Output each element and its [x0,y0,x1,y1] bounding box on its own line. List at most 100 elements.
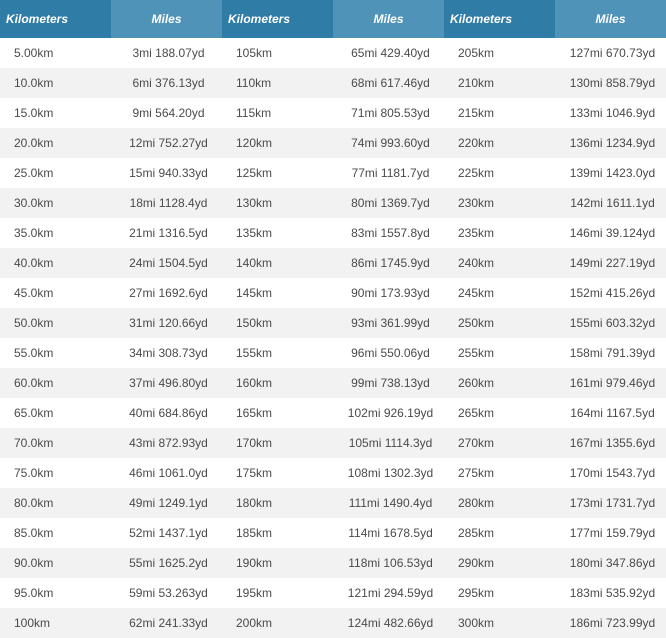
table-row: 210km130mi 858.79yd [444,68,666,98]
header-miles: Miles [111,0,222,38]
table-group: Kilometers Miles 105km65mi 429.40yd 110k… [222,0,444,638]
table-row: 265km164mi 1167.5yd [444,398,666,428]
cell-km: 295km [444,586,559,600]
table-row: 225km139mi 1423.0yd [444,158,666,188]
cell-km: 65.0km [0,406,115,420]
cell-mi: 127mi 670.73yd [559,46,666,60]
cell-km: 15.0km [0,106,115,120]
table-row: 215km133mi 1046.9yd [444,98,666,128]
cell-mi: 180mi 347.86yd [559,556,666,570]
cell-km: 60.0km [0,376,115,390]
cell-km: 280km [444,496,559,510]
cell-mi: 155mi 603.32yd [559,316,666,330]
cell-km: 255km [444,346,559,360]
cell-mi: 77mi 1181.7yd [337,166,444,180]
cell-mi: 86mi 1745.9yd [337,256,444,270]
cell-mi: 142mi 1611.1yd [559,196,666,210]
table-row: 275km170mi 1543.7yd [444,458,666,488]
cell-km: 120km [222,136,337,150]
cell-mi: 24mi 1504.5yd [115,256,222,270]
cell-km: 115km [222,106,337,120]
table-row: 185km114mi 1678.5yd [222,518,444,548]
cell-km: 185km [222,526,337,540]
table-row: 255km158mi 791.39yd [444,338,666,368]
cell-mi: 158mi 791.39yd [559,346,666,360]
cell-km: 260km [444,376,559,390]
cell-km: 250km [444,316,559,330]
table-row: 300km186mi 723.99yd [444,608,666,638]
cell-mi: 167mi 1355.6yd [559,436,666,450]
cell-mi: 52mi 1437.1yd [115,526,222,540]
cell-km: 300km [444,616,559,630]
cell-km: 290km [444,556,559,570]
table-row: 20.0km12mi 752.27yd [0,128,222,158]
cell-km: 220km [444,136,559,150]
cell-mi: 152mi 415.26yd [559,286,666,300]
table-row: 290km180mi 347.86yd [444,548,666,578]
table-row: 55.0km34mi 308.73yd [0,338,222,368]
table-row: 95.0km59mi 53.263yd [0,578,222,608]
cell-km: 40.0km [0,256,115,270]
cell-km: 150km [222,316,337,330]
table-row: 10.0km6mi 376.13yd [0,68,222,98]
table-row: 85.0km52mi 1437.1yd [0,518,222,548]
cell-mi: 6mi 376.13yd [115,76,222,90]
cell-km: 175km [222,466,337,480]
header-kilometers: Kilometers [0,0,111,38]
cell-mi: 9mi 564.20yd [115,106,222,120]
cell-mi: 99mi 738.13yd [337,376,444,390]
cell-km: 50.0km [0,316,115,330]
cell-mi: 80mi 1369.7yd [337,196,444,210]
table-row: 195km121mi 294.59yd [222,578,444,608]
cell-km: 5.00km [0,46,115,60]
table-row: 140km86mi 1745.9yd [222,248,444,278]
cell-mi: 65mi 429.40yd [337,46,444,60]
cell-km: 125km [222,166,337,180]
cell-km: 155km [222,346,337,360]
table-row: 75.0km46mi 1061.0yd [0,458,222,488]
table-row: 205km127mi 670.73yd [444,38,666,68]
cell-mi: 37mi 496.80yd [115,376,222,390]
table-row: 125km77mi 1181.7yd [222,158,444,188]
cell-km: 145km [222,286,337,300]
cell-km: 75.0km [0,466,115,480]
table-row: 165km102mi 926.19yd [222,398,444,428]
cell-mi: 90mi 173.93yd [337,286,444,300]
cell-km: 170km [222,436,337,450]
cell-km: 10.0km [0,76,115,90]
cell-km: 215km [444,106,559,120]
table-row: 170km105mi 1114.3yd [222,428,444,458]
cell-km: 30.0km [0,196,115,210]
cell-km: 230km [444,196,559,210]
cell-mi: 27mi 1692.6yd [115,286,222,300]
cell-mi: 173mi 1731.7yd [559,496,666,510]
header-kilometers: Kilometers [222,0,333,38]
cell-km: 245km [444,286,559,300]
cell-mi: 183mi 535.92yd [559,586,666,600]
cell-km: 35.0km [0,226,115,240]
table-row: 70.0km43mi 872.93yd [0,428,222,458]
table-row: 100km62mi 241.33yd [0,608,222,638]
cell-mi: 118mi 106.53yd [337,556,444,570]
table-row: 250km155mi 603.32yd [444,308,666,338]
table-row: 5.00km3mi 188.07yd [0,38,222,68]
header-miles: Miles [333,0,444,38]
cell-mi: 21mi 1316.5yd [115,226,222,240]
cell-mi: 83mi 1557.8yd [337,226,444,240]
table-row: 145km90mi 173.93yd [222,278,444,308]
cell-mi: 68mi 617.46yd [337,76,444,90]
cell-mi: 186mi 723.99yd [559,616,666,630]
table-row: 260km161mi 979.46yd [444,368,666,398]
cell-km: 180km [222,496,337,510]
cell-km: 80.0km [0,496,115,510]
table-row: 180km111mi 1490.4yd [222,488,444,518]
cell-mi: 130mi 858.79yd [559,76,666,90]
cell-mi: 114mi 1678.5yd [337,526,444,540]
cell-km: 160km [222,376,337,390]
cell-mi: 43mi 872.93yd [115,436,222,450]
table-group: Kilometers Miles 205km127mi 670.73yd 210… [444,0,666,638]
cell-km: 55.0km [0,346,115,360]
cell-mi: 164mi 1167.5yd [559,406,666,420]
table-row: 155km96mi 550.06yd [222,338,444,368]
cell-mi: 136mi 1234.9yd [559,136,666,150]
